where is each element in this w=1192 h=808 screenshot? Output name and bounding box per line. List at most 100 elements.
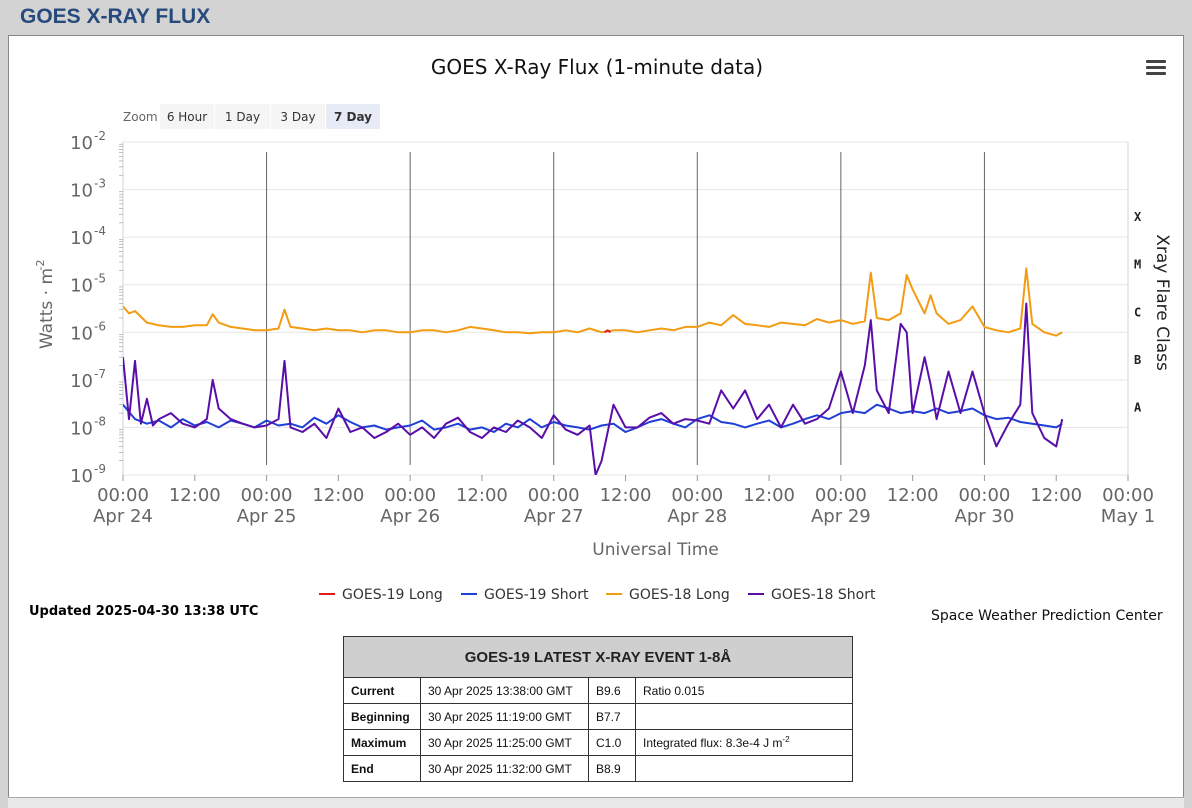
table-row: Beginning 30 Apr 2025 11:19:00 GMT B7.7 [343, 703, 853, 730]
chart-title: GOES X-Ray Flux (1-minute data) [431, 55, 763, 79]
y-tick-exponent: -2 [94, 129, 106, 143]
row-time: 30 Apr 2025 11:25:00 GMT [420, 729, 589, 756]
x-date-label: Apr 30 [955, 506, 1015, 527]
legend: GOES-19 Long GOES-19 Short GOES-18 Long GOE… [319, 587, 876, 603]
flare-class-label: X [1134, 210, 1142, 224]
plot-border [122, 141, 1129, 476]
x-tick-label: 00:00 [958, 485, 1010, 506]
page-header: GOES X-RAY FLUX [0, 0, 1192, 34]
row-time: 30 Apr 2025 11:19:00 GMT [420, 703, 589, 730]
x-tick-label: 00:00 [815, 485, 867, 506]
zoom-button-3-day[interactable]: 3 Day [280, 110, 315, 124]
x-tick-label: 00:00 [241, 485, 293, 506]
row-class: B7.7 [588, 703, 636, 730]
row-class: B8.9 [588, 755, 636, 782]
hamburger-menu-icon[interactable] [1146, 60, 1166, 76]
legend-item: GOES-19 Long [342, 587, 443, 603]
x-date-label: May 1 [1101, 506, 1155, 527]
y-tick-exponent: -5 [94, 272, 106, 286]
zoom-controls: Zoom 6 Hour 1 Day 3 Day 7 Day [123, 104, 380, 129]
zoom-button-bg[interactable] [215, 104, 270, 129]
x-date-label: Apr 24 [93, 506, 153, 527]
right-axis-title-text: Xray Flare Class [1152, 234, 1172, 371]
y-tick-label: 10 [70, 418, 93, 439]
zoom-button-1-day[interactable]: 1 Day [225, 110, 260, 124]
x-date-label: Apr 28 [667, 506, 727, 527]
y-tick-label: 10 [70, 466, 93, 487]
zoom-button-bg[interactable] [271, 104, 325, 129]
y-axis-title-text: Watts · m [37, 268, 57, 349]
x-tick-label: 12:00 [1030, 485, 1082, 506]
flare-class-label: A [1134, 400, 1142, 414]
flare-class-label: M [1134, 258, 1141, 272]
credit-text: Space Weather Prediction Center [931, 608, 1163, 624]
x-date-label: Apr 29 [811, 506, 871, 527]
chart-panel: GOES X-Ray Flux (1-minute data) Zoom 6 Ho… [8, 35, 1184, 805]
y-tick-label: 10 [70, 133, 93, 154]
x-date-label: Apr 27 [524, 506, 584, 527]
row-time: 30 Apr 2025 11:32:00 GMT [420, 755, 589, 782]
legend-item: GOES-19 Short [484, 587, 589, 603]
legend-item: GOES-18 Long [629, 587, 730, 603]
row-note [635, 755, 853, 782]
row-class: B9.6 [588, 677, 636, 704]
series-line-goes-19-long [604, 329, 612, 334]
right-axis-title: Xray Flare Class [1152, 234, 1172, 371]
table-row: Maximum 30 Apr 2025 11:25:00 GMT C1.0 In… [343, 729, 853, 756]
y-tick-label: 10 [70, 323, 93, 344]
x-tick-label: 12:00 [887, 485, 939, 506]
y-tick-exponent: -6 [94, 319, 106, 333]
y-tick-label: 10 [70, 228, 93, 249]
latest-event-table: GOES-19 LATEST X-RAY EVENT 1-8Å Current … [343, 636, 853, 782]
x-tick-label: 12:00 [600, 485, 652, 506]
y-tick-exponent: -8 [94, 414, 106, 428]
row-note [635, 703, 853, 730]
x-tick-label: 00:00 [97, 485, 149, 506]
zoom-button-6-hour[interactable]: 6 Hour [167, 110, 207, 124]
legend-item: GOES-18 Short [771, 587, 876, 603]
x-tick-label: 12:00 [743, 485, 795, 506]
row-label: Beginning [343, 703, 421, 730]
x-tick-label: 00:00 [384, 485, 436, 506]
y-tick-exponent: -7 [94, 367, 106, 381]
flare-class-label: C [1134, 305, 1141, 319]
row-class: C1.0 [588, 729, 636, 756]
y-axis-title-exponent: -2 [34, 260, 47, 271]
y-tick-exponent: -3 [94, 177, 106, 191]
row-note: Ratio 0.015 [635, 677, 853, 704]
y-tick-label: 10 [70, 371, 93, 392]
x-axis-title: Universal Time [592, 540, 718, 560]
x-tick-label: 00:00 [1102, 485, 1154, 506]
y-tick-exponent: -4 [94, 224, 106, 238]
y-tick-exponent: -9 [94, 462, 106, 476]
x-tick-label: 00:00 [528, 485, 580, 506]
y-tick-label: 10 [70, 181, 93, 202]
horizontal-scrollbar[interactable] [8, 797, 1184, 808]
zoom-label: Zoom [123, 110, 158, 124]
series-line-goes-18-long [123, 267, 1063, 337]
x-tick-label: 12:00 [312, 485, 364, 506]
x-tick-label: 00:00 [671, 485, 723, 506]
row-label: Current [343, 677, 421, 704]
row-label: Maximum [343, 729, 421, 756]
table-row: Current 30 Apr 2025 13:38:00 GMT B9.6 Ra… [343, 677, 853, 704]
x-tick-label: 12:00 [456, 485, 508, 506]
row-label: End [343, 755, 421, 782]
event-table-title: GOES-19 LATEST X-RAY EVENT 1-8Å [343, 636, 853, 678]
row-note: Integrated flux: 8.3e-4 J m-2 [635, 729, 853, 756]
x-date-label: Apr 25 [237, 506, 297, 527]
x-date-label: Apr 26 [380, 506, 440, 527]
flare-class-label: B [1134, 353, 1141, 367]
y-tick-label: 10 [70, 276, 93, 297]
x-tick-label: 12:00 [169, 485, 221, 506]
xray-flux-chart: GOES X-Ray Flux (1-minute data) Zoom 6 Ho… [34, 55, 1172, 603]
zoom-button-bg[interactable] [326, 104, 380, 129]
series-line-goes-18-short [123, 302, 1064, 475]
page-title: GOES X-RAY FLUX [20, 5, 211, 28]
zoom-button-bg[interactable] [160, 104, 214, 129]
updated-timestamp: Updated 2025-04-30 13:38 UTC [29, 604, 259, 619]
zoom-button-7-day[interactable]: 7 Day [334, 110, 372, 124]
row-time: 30 Apr 2025 13:38:00 GMT [420, 677, 589, 704]
y-axis-title: Watts · m-2 [34, 260, 57, 350]
series-line-goes-19-short [123, 403, 1063, 433]
